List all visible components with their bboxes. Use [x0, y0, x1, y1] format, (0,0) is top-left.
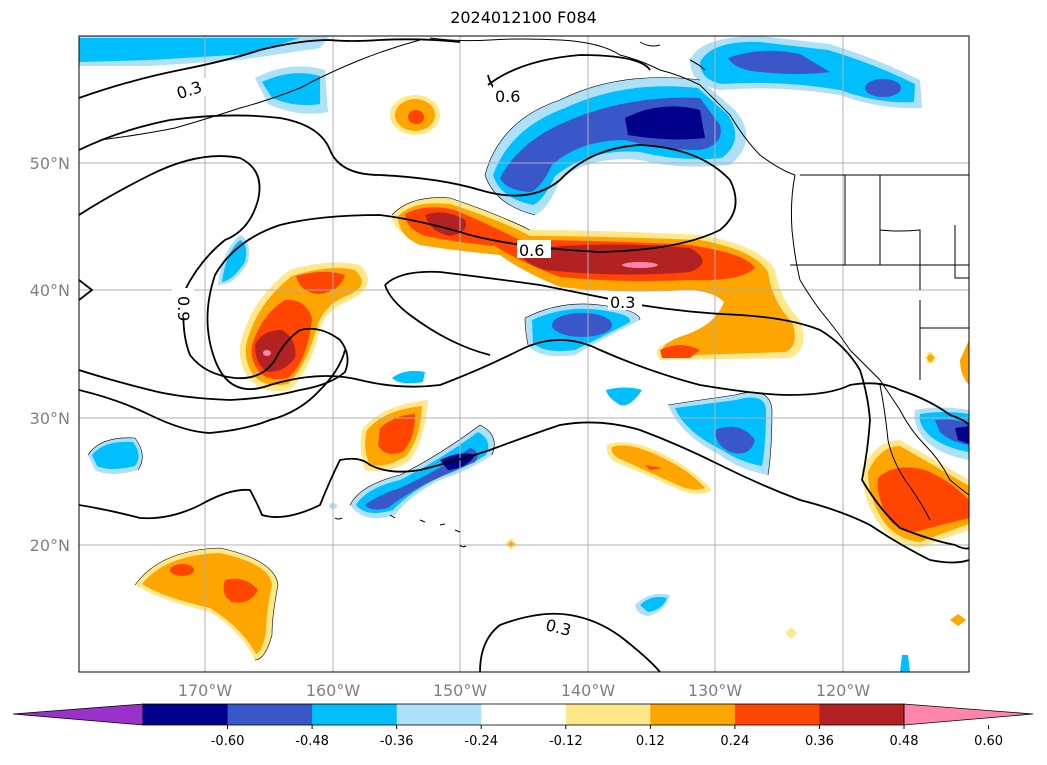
- colorbar-tick-label: 0.48: [890, 734, 919, 749]
- colorbar-tick-label: -0.12: [549, 734, 583, 749]
- colorbar-tick-label: -0.60: [211, 734, 245, 749]
- bold-contours: [79, 38, 969, 672]
- gridlines: [79, 36, 969, 672]
- lon-label-140w: 140°W: [561, 681, 616, 700]
- lat-label-30n: 30°N: [30, 409, 70, 428]
- colorbar-segment: [734, 704, 820, 725]
- lat-label-50n: 50°N: [30, 154, 70, 173]
- colorbar-segment: [565, 704, 651, 725]
- coastlines: [99, 37, 969, 548]
- colorbar-tick-label: 0.60: [974, 734, 1003, 749]
- thin-contours: [87, 77, 773, 661]
- lon-label-130w: 130°W: [688, 681, 743, 700]
- colorbar-segment: [143, 704, 229, 725]
- contour-label: 0.3: [610, 293, 635, 312]
- colorbar-segment: [227, 704, 313, 725]
- lon-label-120w: 120°W: [816, 681, 871, 700]
- lat-label-40n: 40°N: [30, 281, 70, 300]
- colorbar-tick-label: -0.36: [380, 734, 414, 749]
- colorbar-segment: [481, 704, 567, 725]
- colorbar-tick-label: -0.24: [464, 734, 498, 749]
- lat-label-20n: 20°N: [30, 536, 70, 555]
- colorbar-tick-label: 0.36: [805, 734, 834, 749]
- contour-label-bgs: [172, 78, 642, 636]
- colorbar-segment: [819, 704, 905, 725]
- lon-label-160w: 160°W: [306, 681, 361, 700]
- contour-label: 0.6: [519, 241, 544, 260]
- colorbar-tick-label: 0.24: [720, 734, 749, 749]
- colorbar-segment: [650, 704, 736, 725]
- colorbar-segment: [312, 704, 398, 725]
- map-title: 2024012100 F084: [450, 8, 597, 27]
- colorbar-extend-low: [13, 704, 143, 725]
- lat-labels: 50°N 40°N 30°N 20°N: [30, 154, 70, 555]
- lon-labels: 170°W 160°W 150°W 140°W 130°W 120°W: [178, 681, 871, 700]
- colorbar-tick-label: -0.48: [295, 734, 329, 749]
- contour-labels: 0.3 0.6 0.6 0.9 0.3 0.3: [174, 77, 635, 640]
- colorbar-segment: [396, 704, 482, 725]
- colorbar-tick-label: 0.12: [636, 734, 665, 749]
- map-area: [79, 36, 969, 672]
- colorbar: -0.60 -0.48 -0.36 -0.24 -0.12 0.12 0.24 0.36 0.4…: [12, 703, 1034, 749]
- contour-label: 0.6: [495, 87, 520, 106]
- lon-label-150w: 150°W: [433, 681, 488, 700]
- colorbar-extend-high: [904, 704, 1033, 725]
- map-frame: [78, 35, 970, 673]
- contour-label: 0.9: [174, 296, 193, 321]
- lon-label-170w: 170°W: [178, 681, 233, 700]
